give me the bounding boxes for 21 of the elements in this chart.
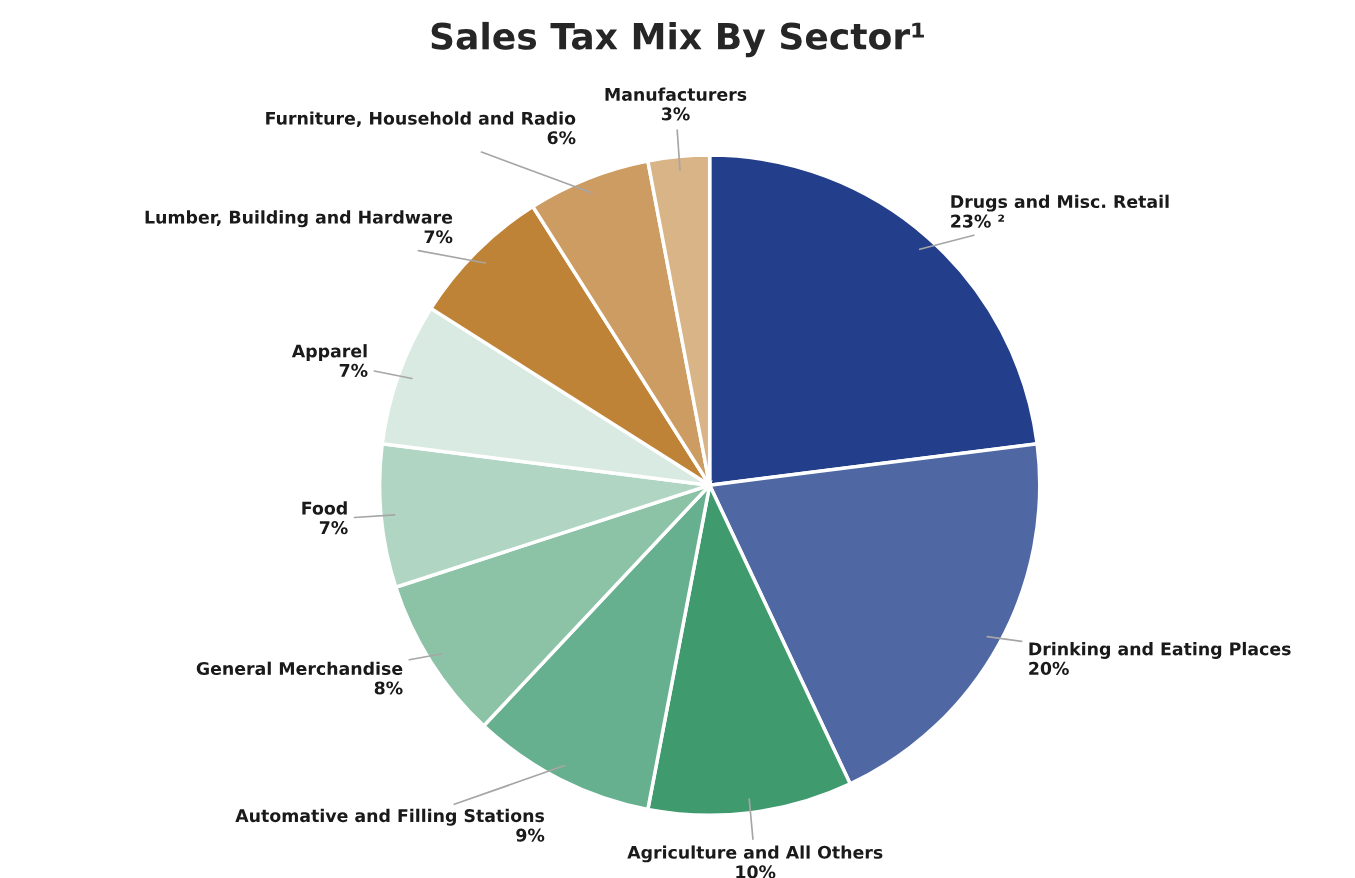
- slice-label: Automative and Filling Stations: [235, 808, 545, 826]
- data-label: 3%: [661, 107, 690, 121]
- slice-label: Apparel: [291, 344, 367, 361]
- slice-label: Drinking and Eating Places: [1029, 641, 1291, 659]
- slice-label: Lumber, Building and Hardware: [145, 210, 453, 228]
- data-label: 20%: [1029, 661, 1069, 675]
- slice-label: Food: [302, 501, 347, 515]
- data-label: 7%: [424, 230, 453, 244]
- data-label: 23% ²: [951, 214, 1005, 228]
- slice-label: Furniture, Household and Radio: [266, 111, 576, 128]
- chart-title: Sales Tax Mix By Sector¹: [431, 21, 924, 58]
- data-label: 9%: [516, 828, 545, 842]
- slice-label: Agriculture and All Others: [627, 845, 883, 863]
- data-label: 7%: [339, 363, 368, 377]
- data-label: 7%: [319, 521, 348, 535]
- data-label: 8%: [374, 681, 403, 695]
- slice-label: Drugs and Misc. Retail: [951, 194, 1169, 212]
- data-label: 10%: [736, 865, 776, 878]
- slice-label: General Merchandise: [196, 661, 403, 676]
- data-label: 6%: [547, 131, 576, 145]
- slice-label: Manufacturers: [605, 87, 747, 101]
